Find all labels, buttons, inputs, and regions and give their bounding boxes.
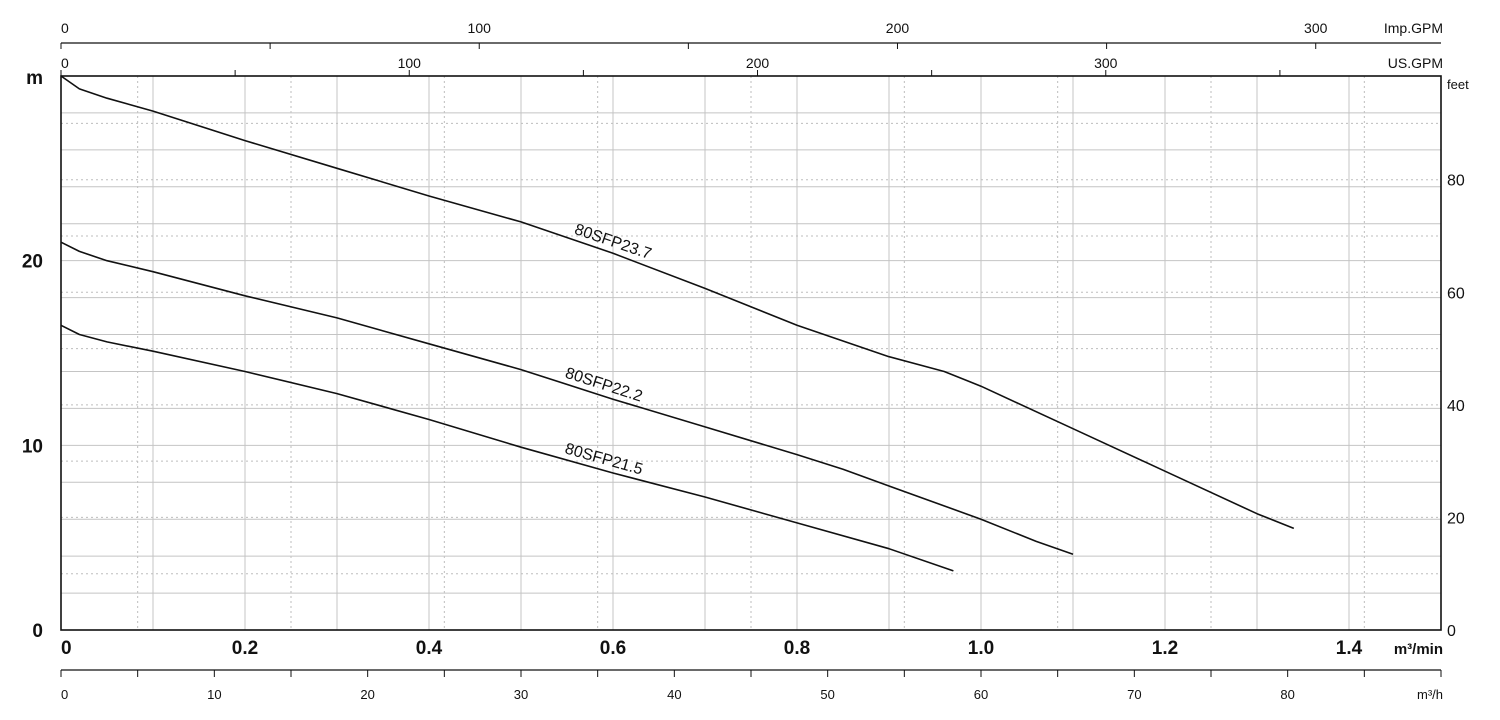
imp-gpm-tick-label: 100 xyxy=(468,20,492,36)
x-tick-label: 1.0 xyxy=(968,638,994,659)
m3h-tick-label: 70 xyxy=(1127,687,1141,702)
m3h-axis-label: m³/h xyxy=(1417,687,1443,702)
grid xyxy=(61,76,1441,630)
series-line-80SFP22.2 xyxy=(60,241,1074,556)
x-tick-label: 0.2 xyxy=(232,638,258,659)
curve-label-80SFP21.5: 80SFP21.5 xyxy=(563,441,645,479)
y-axis-label: m xyxy=(26,68,43,89)
m3h-tick-label: 10 xyxy=(207,687,221,702)
x-tick-label: 0 xyxy=(61,638,72,659)
us-gpm-tick-label: 300 xyxy=(1094,55,1118,71)
imp-gpm-axis-label: Imp.GPM xyxy=(1384,20,1443,36)
m3h-tick-label: 40 xyxy=(667,687,681,702)
feet-tick-label: 20 xyxy=(1447,510,1465,527)
us-gpm-tick-label: 200 xyxy=(746,55,770,71)
feet-tick-label: 80 xyxy=(1447,173,1465,190)
x-tick-label: 1.2 xyxy=(1152,638,1178,659)
m3h-tick-label: 60 xyxy=(974,687,988,702)
x-tick-label: 0.8 xyxy=(784,638,810,659)
x-axis-label: m³/min xyxy=(1394,641,1443,658)
y-tick-label: 20 xyxy=(22,252,43,273)
series-line-80SFP21.5 xyxy=(60,324,954,572)
curves xyxy=(60,75,1295,572)
x-tick-label: 0.6 xyxy=(600,638,626,659)
m3h-tick-label: 0 xyxy=(61,687,68,702)
feet-tick-label: 0 xyxy=(1447,623,1456,640)
us-gpm-tick-label: 100 xyxy=(398,55,422,71)
plot-border xyxy=(60,75,1442,631)
curve-label-80SFP22.2: 80SFP22.2 xyxy=(563,365,645,406)
imp-gpm-tick-label: 300 xyxy=(1304,20,1328,36)
series-line-80SFP23.7 xyxy=(60,75,1295,530)
axes: m 0 10 20 feet 0 20 40 60 80 0 0.2 0.4 0.6 0.8 1.0 1.2 1.… xyxy=(22,20,1469,702)
x-tick-label: 1.4 xyxy=(1336,638,1363,659)
feet-tick-label: 40 xyxy=(1447,398,1465,415)
m3h-tick-label: 30 xyxy=(514,687,528,702)
x-tick-label: 0.4 xyxy=(416,638,443,659)
imp-gpm-tick-label: 200 xyxy=(886,20,910,36)
us-gpm-tick-label: 0 xyxy=(61,55,69,71)
imp-gpm-tick-label: 0 xyxy=(61,20,69,36)
feet-axis-label: feet xyxy=(1447,77,1469,92)
m3h-tick-label: 80 xyxy=(1280,687,1294,702)
plot-frame xyxy=(60,75,1442,631)
y-tick-label: 10 xyxy=(22,436,43,457)
feet-tick-label: 60 xyxy=(1447,285,1465,302)
y-tick-label: 0 xyxy=(32,621,43,642)
m3h-tick-label: 20 xyxy=(360,687,374,702)
m3h-tick-label: 50 xyxy=(820,687,834,702)
us-gpm-axis-label: US.GPM xyxy=(1388,55,1443,71)
